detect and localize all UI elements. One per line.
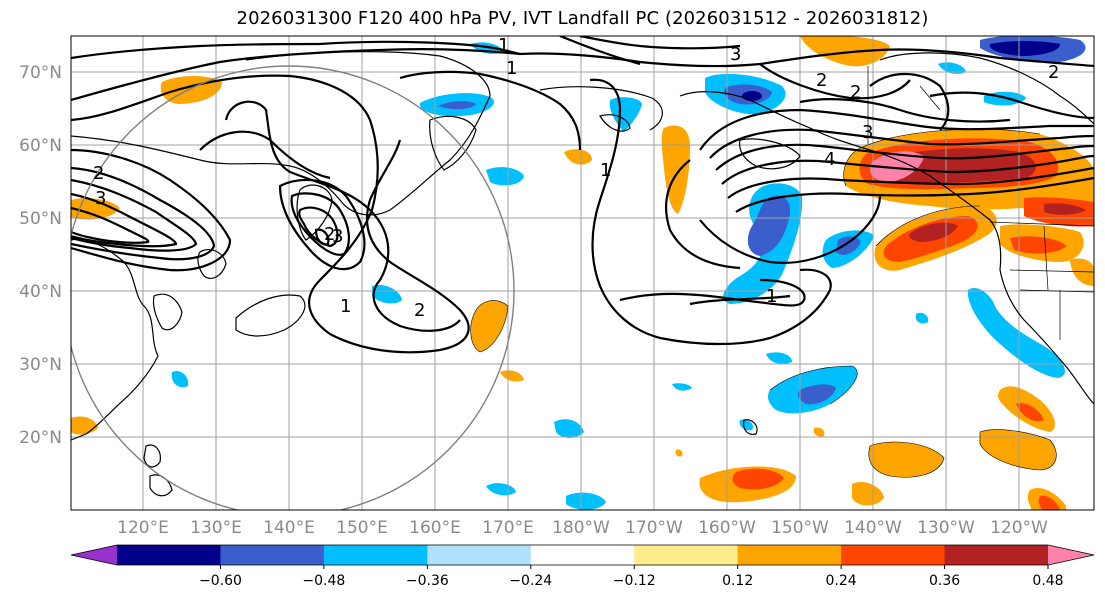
lon-label: 160°W [698,518,756,538]
colorbar-tick-label: 0.24 [826,573,857,589]
colorbar-cell [737,545,842,565]
contour-label: 3 [332,226,343,247]
lon-label: 150°W [771,518,829,538]
colorbar-cell [220,545,325,565]
contour-label: 4 [824,149,835,170]
lat-label-20n: 20°N [19,428,62,448]
contour-label: 1 [340,296,351,317]
contour-label: 2 [850,82,861,103]
contour-label: 3 [730,44,741,65]
colorbar-cell [944,545,1049,565]
lon-label: 160°E [409,518,461,538]
contour-label: 2 [414,300,425,321]
lat-label-70n: 70°N [19,63,62,83]
colorbar-tick-label: −0.12 [613,573,656,589]
colorbar-cell [323,545,428,565]
landfall-region-circle [71,65,515,510]
contour-label: 1 [498,35,509,56]
lon-label: 130°E [190,518,242,538]
contour-label: 3 [95,188,106,209]
colorbar-cell [634,545,739,565]
contour-label: 2 [816,70,827,91]
lat-label-60n: 60°N [19,136,62,156]
colorbar-tick-label: −0.48 [302,573,345,589]
borders [867,66,1094,340]
contour-labels: 2 3 2 3 1 2 3 2 1 1 3 2 4 2 1 1 [93,35,1059,321]
lat-label-30n: 30°N [19,355,62,375]
colorbar-tick-label: −0.60 [199,573,242,589]
lon-label: 140°W [844,518,902,538]
contour-label: 2 [1048,62,1059,83]
contour-label: 2 [324,224,335,245]
contour-label: 1 [766,286,777,307]
colorbar-tick-label: 0.36 [929,573,960,589]
colorbar-cell [841,545,946,565]
lat-label-40n: 40°N [19,282,62,302]
latitude-labels: 70°N 60°N 50°N 40°N 30°N 20°N [19,63,62,448]
colorbar-tick-label: 0.48 [1032,573,1063,589]
colorbar-extend-max [1048,545,1094,565]
lon-label: 170°W [625,518,683,538]
lon-label: 150°E [336,518,388,538]
contour-label: 3 [862,122,873,143]
longitude-labels: 120°E 130°E 140°E 150°E 160°E 170°E 180°… [117,518,1048,538]
lon-label: 120°E [117,518,169,538]
colorbar-tick-label: 0.12 [722,573,753,589]
contour-label: 1 [600,160,611,181]
colorbar-outline [70,544,1095,566]
map-title: 2026031300 F120 400 hPa PV, IVT Landfall… [236,8,929,29]
colorbar-cell [117,545,221,565]
lon-label: 120°W [990,518,1048,538]
colorbar: −0.60 −0.48 −0.36 −0.24 −0.12 0.12 0.24 0.36 0.4… [70,544,1095,589]
contour-label: 1 [506,58,517,79]
ivt-shading [71,36,1094,510]
colorbar-tick-label: −0.24 [509,573,552,589]
lon-label: 180°W [552,518,610,538]
pv-contours [71,36,1094,354]
lat-label-50n: 50°N [19,209,62,229]
contour-label: 2 [93,163,104,184]
lon-label: 170°E [482,518,534,538]
map-frame [70,35,1095,511]
colorbar-cell [427,545,532,565]
shading-outlines [470,128,1057,478]
map-area [71,36,1094,510]
graticule [71,36,1094,510]
colorbar-extend-min [71,545,117,565]
lon-label: 140°E [263,518,315,538]
lon-label: 130°W [917,518,975,538]
colorbar-tick-label: −0.36 [406,573,449,589]
colorbar-cell [530,545,635,565]
